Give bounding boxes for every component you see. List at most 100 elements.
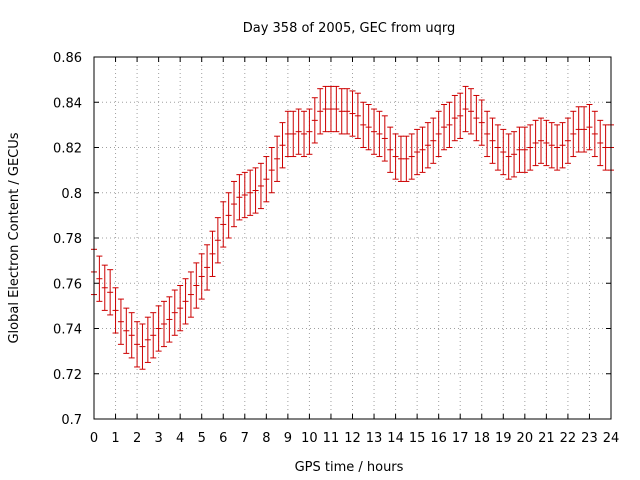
error-bar-point <box>500 128 507 176</box>
error-bar-point <box>327 85 334 133</box>
error-bar-point <box>414 128 421 176</box>
error-bar-point <box>516 126 523 173</box>
x-tick-label: 16 <box>430 431 447 446</box>
error-bar-point <box>554 124 561 171</box>
error-bar-point <box>376 110 383 158</box>
error-bar-point <box>128 312 135 359</box>
error-bar-point <box>360 101 367 148</box>
y-tick-label: 0.8 <box>61 187 82 202</box>
error-bar-point <box>144 316 151 363</box>
error-bar-point <box>101 264 108 311</box>
error-bar-point <box>209 230 216 277</box>
x-tick-label: 13 <box>366 431 383 446</box>
error-bar-point <box>494 124 501 171</box>
x-tick-label: 24 <box>603 431 620 446</box>
error-bar-point <box>182 278 189 325</box>
y-tick-label: 0.84 <box>53 96 82 111</box>
x-tick-label: 19 <box>495 431 512 446</box>
error-bar-point <box>338 88 345 135</box>
error-bar-point <box>344 88 351 135</box>
error-bar-point <box>204 244 211 291</box>
error-bar-point <box>123 307 130 354</box>
error-bar-point <box>322 85 329 133</box>
x-tick-label: 1 <box>111 431 119 446</box>
x-tick-label: 9 <box>284 431 292 446</box>
error-bar-point <box>575 106 582 153</box>
error-bar-point <box>214 217 221 264</box>
x-tick-label: 15 <box>409 431 426 446</box>
error-bar-point <box>602 124 609 171</box>
x-tick-label: 21 <box>538 431 555 446</box>
error-bar-point <box>597 119 604 167</box>
error-bar-point <box>317 88 324 135</box>
error-bar-point <box>548 122 555 169</box>
y-axis-label: Global Electron Content / GECUs <box>7 132 22 343</box>
error-bar-point <box>435 110 442 158</box>
error-bar-point <box>424 122 431 169</box>
error-bar-point <box>247 169 254 216</box>
x-tick-label: 10 <box>301 431 318 446</box>
error-bar-point <box>441 104 448 151</box>
error-bar-point <box>451 94 458 142</box>
error-bar-point <box>231 180 238 228</box>
error-bar-point <box>381 115 388 162</box>
error-bar-point <box>311 97 318 144</box>
error-bar-point <box>241 171 248 219</box>
error-bar-point <box>290 110 297 158</box>
error-bar-point <box>220 201 227 248</box>
y-tick-label: 0.74 <box>53 323 82 338</box>
error-bar-point <box>134 321 141 368</box>
error-bar-point <box>371 108 378 155</box>
error-bar-point <box>532 119 539 167</box>
y-tick-label: 0.86 <box>53 51 82 66</box>
error-bar-point <box>177 285 184 332</box>
x-tick-label: 11 <box>323 431 340 446</box>
error-bar-point <box>489 117 496 164</box>
x-tick-label: 8 <box>262 431 270 446</box>
error-bar-point <box>263 156 270 203</box>
error-bar-point <box>484 110 491 158</box>
data-series <box>91 85 614 370</box>
error-bar-point <box>257 162 264 210</box>
error-bar-point <box>187 271 194 318</box>
error-bar-point <box>430 117 437 164</box>
axis-ticks: 0 1 2 3 4 5 6 7 8 9 10 11 12 13 14 15 16 17 18 19 20 21 22 23 24… <box>53 51 619 446</box>
error-bar-point <box>349 90 356 137</box>
error-bar-point <box>354 92 361 139</box>
plot-frame <box>93 56 612 420</box>
x-axis-label: GPS time / hours <box>295 460 404 475</box>
error-bar-point <box>279 122 286 169</box>
error-bar-point <box>166 296 173 343</box>
error-bar-point <box>274 135 281 182</box>
error-bar-point <box>150 312 157 359</box>
error-bar-point <box>198 253 205 300</box>
y-tick-label: 0.78 <box>53 232 82 247</box>
x-tick-label: 6 <box>219 431 227 446</box>
error-bar-point <box>193 262 200 309</box>
x-tick-label: 23 <box>581 431 598 446</box>
y-tick-label: 0.7 <box>61 413 82 428</box>
error-bar-point <box>511 131 518 178</box>
x-tick-label: 0 <box>90 431 98 446</box>
x-tick-label: 12 <box>344 431 361 446</box>
y-tick-label: 0.72 <box>53 368 82 383</box>
error-bar-point <box>570 110 577 158</box>
x-tick-label: 4 <box>176 431 184 446</box>
error-bar-point <box>392 133 399 180</box>
error-bar-point <box>365 104 372 151</box>
error-bar-point <box>527 124 534 171</box>
error-bar-point <box>333 85 340 133</box>
x-tick-label: 20 <box>517 431 534 446</box>
error-bar-point <box>268 147 275 194</box>
error-bar-point <box>457 92 464 139</box>
error-bar-point <box>236 174 243 221</box>
error-bar-point <box>112 287 119 334</box>
error-bar-point <box>581 106 588 153</box>
error-bar-point <box>419 126 426 173</box>
x-tick-label: 18 <box>473 431 490 446</box>
error-bar-point <box>295 108 302 155</box>
error-bar-point <box>171 289 178 336</box>
error-bar-point <box>387 126 394 173</box>
error-bar-point <box>161 300 168 348</box>
